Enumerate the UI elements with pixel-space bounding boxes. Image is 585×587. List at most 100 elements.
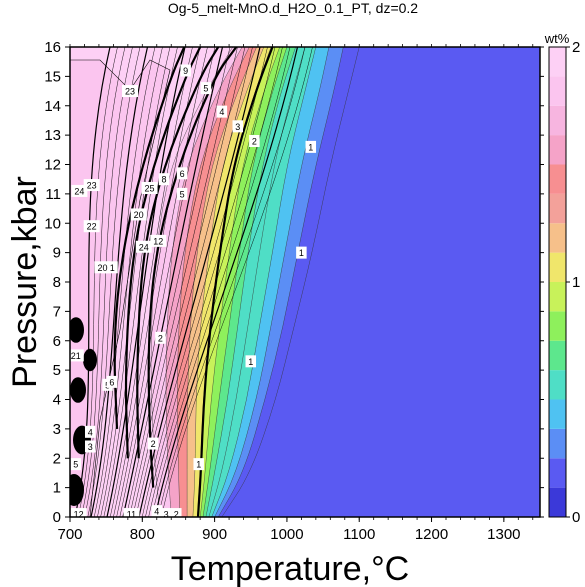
contour-label: 25 [145, 184, 155, 194]
dense-contour-line [90, 47, 149, 517]
dense-contour-line [77, 47, 118, 517]
contour-label: 1 [196, 460, 201, 470]
contour-label: 20 [134, 210, 144, 220]
chart-title: Og-5_melt-MnO.d_H2O_0.1_PT, dz=0.2 [168, 0, 418, 16]
contour-label: 6 [180, 169, 185, 179]
contour-label-box [135, 240, 152, 253]
contour-label-box [160, 508, 172, 517]
contour-label: 1 [308, 142, 313, 152]
contour-label: 23 [87, 181, 97, 191]
colorbar-tick-label: 1 [572, 274, 580, 291]
y-tick-label: 7 [53, 303, 61, 320]
contour-label: 5 [180, 189, 185, 199]
contour-label: 3 [164, 510, 169, 520]
contour-label-box [141, 182, 158, 194]
x-tick-label: 700 [57, 526, 82, 543]
dense-contour-region [70, 47, 313, 517]
contour-label-box [158, 173, 170, 186]
y-tick-label: 16 [44, 39, 61, 56]
colorbar-segment [549, 252, 566, 282]
dense-contour-line [135, 47, 253, 517]
contour-label-box [193, 458, 204, 471]
dense-contour-line [97, 47, 163, 517]
y-tick-label: 5 [53, 362, 61, 379]
y-tick-label: 12 [44, 157, 61, 174]
contour-label: 4 [88, 427, 93, 437]
dense-contour-line [93, 47, 156, 517]
contour-label: 2 [174, 510, 179, 520]
y-tick-label: 10 [44, 215, 61, 232]
dense-contour-line [103, 47, 178, 517]
contour-label-box [150, 234, 167, 247]
y-tick-label: 3 [53, 421, 61, 438]
contour-label: 4 [219, 107, 224, 117]
contour-label: 24 [139, 242, 149, 252]
y-tick-label: 11 [45, 186, 61, 203]
contour-label-box [130, 208, 147, 221]
dense-contour-line [157, 47, 306, 517]
x-tick-label: 1100 [343, 526, 375, 543]
contour-label: 20 [98, 263, 108, 273]
dense-contour-line [81, 47, 126, 517]
colorbar: 0 1 2 [548, 39, 580, 526]
contour-label: 3 [88, 442, 93, 452]
colorbar-segment [549, 370, 566, 400]
contour-label: 23 [125, 87, 135, 97]
colorbar-segment [549, 47, 566, 77]
dense-contour-line [141, 47, 268, 517]
colorbar-segment [549, 135, 566, 165]
contour-label: 2 [252, 137, 257, 147]
contour-label: 24 [74, 186, 84, 196]
dense-contour-line [148, 47, 283, 517]
contour-label-box [176, 187, 188, 200]
x-tick-label: 900 [202, 526, 227, 543]
dense-contour-line [125, 47, 231, 517]
x-axis-label: Temperature,°C [171, 550, 409, 587]
dense-contour-line [116, 47, 208, 517]
y-axis-label: Pressure,kbar [6, 176, 44, 388]
contour-label-box [70, 508, 87, 517]
contour-label: 2 [158, 333, 163, 343]
contour-label-box [245, 355, 257, 368]
dense-contour-line [74, 47, 111, 517]
contour-label: 3 [235, 122, 240, 132]
y-tick-label: 13 [44, 127, 61, 144]
contour-label-box [216, 105, 228, 118]
contour-label-box [155, 331, 166, 344]
plot-area: 1111222345568912202122232425202134511124… [70, 47, 540, 520]
contour-label: 11 [127, 510, 136, 520]
dense-contour-line [113, 47, 201, 517]
dense-contour-line [100, 47, 171, 517]
x-tick-label: 1000 [270, 526, 303, 543]
dense-contour-line [145, 47, 276, 517]
contour-label-box [151, 505, 163, 517]
dense-contour-line [109, 47, 193, 517]
contour-label: 4 [154, 507, 159, 517]
y-tick-label: 0 [53, 509, 61, 526]
y-tick-label: 14 [44, 98, 61, 115]
colorbar-segment [549, 105, 566, 136]
colorbar-segment [549, 282, 566, 312]
colorbar-tick-label: 2 [572, 39, 580, 56]
dense-blob [70, 377, 86, 403]
colorbar-segment [549, 193, 566, 224]
contour-label-box [176, 167, 188, 180]
contour-line-2 [147, 47, 238, 488]
dense-blob [70, 317, 84, 343]
contour-label-box [305, 140, 317, 153]
contour-label-box [123, 508, 140, 517]
contour-label: 6 [109, 377, 114, 387]
colorbar-segment [549, 399, 566, 429]
contour-label: 9 [183, 66, 188, 76]
contour-label-box [94, 261, 111, 274]
dense-contour-line [84, 47, 133, 517]
contour-label: 5 [203, 84, 208, 94]
contour-label: 1 [299, 248, 304, 258]
colorbar-segment [549, 164, 566, 194]
contour-label: 8 [161, 175, 166, 185]
contour-label-box [84, 425, 96, 438]
y-tick-label: 8 [53, 274, 61, 291]
y-tick-label: 6 [53, 333, 61, 350]
colorbar-segment [549, 311, 566, 341]
contour-label-box [70, 349, 84, 362]
